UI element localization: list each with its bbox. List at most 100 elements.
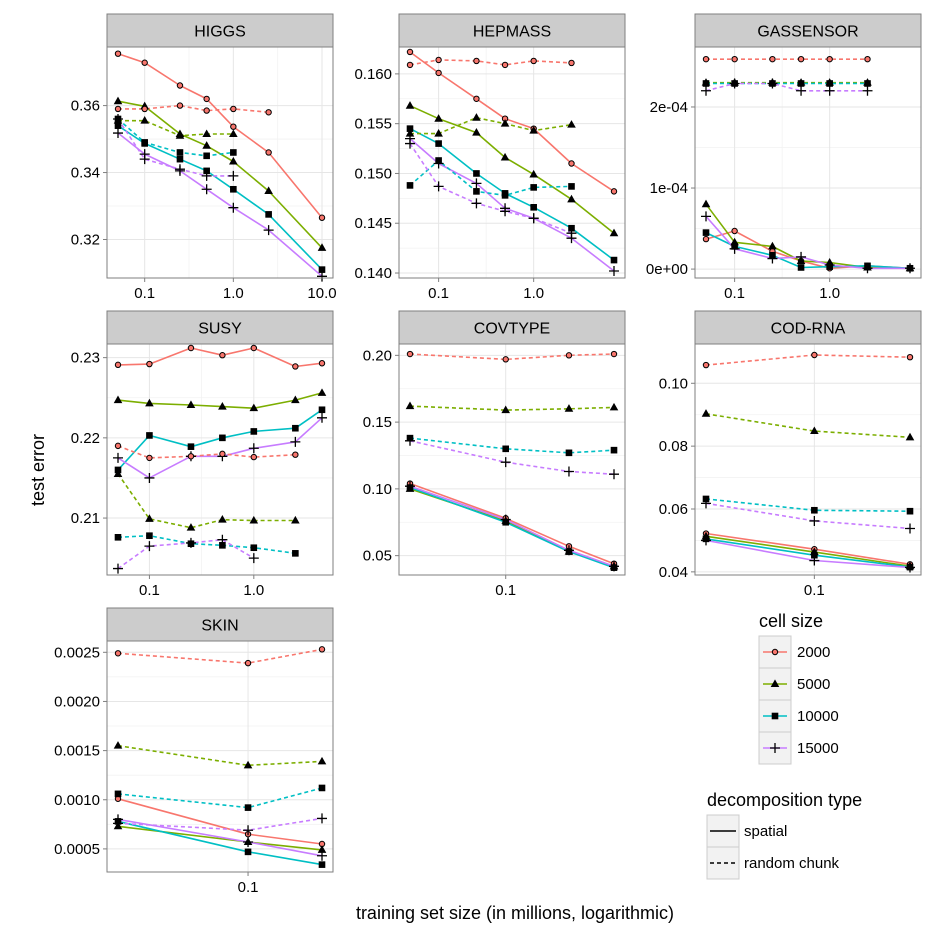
data-point-10000 (435, 157, 442, 164)
data-point-5000 (529, 169, 538, 178)
data-point-5000 (218, 401, 227, 410)
data-point-5000 (229, 156, 238, 165)
data-point-15000 (217, 534, 228, 545)
data-point-10000 (811, 506, 818, 514)
y-tick-label: 0.20 (363, 347, 392, 364)
x-tick-label: 0.1 (134, 285, 155, 302)
data-point-5000 (567, 120, 576, 128)
data-point-15000 (528, 213, 539, 224)
data-point-2000 (906, 354, 914, 361)
x-tick-label: 1.0 (819, 285, 840, 302)
data-point-15000 (290, 436, 301, 447)
data-point-5000 (113, 741, 123, 749)
data-point-5000 (243, 760, 253, 769)
series-points (113, 50, 327, 282)
data-point-15000 (729, 243, 740, 254)
data-point-15000 (500, 206, 511, 217)
data-point-15000 (144, 472, 155, 483)
series-line-10000-random-chunk (409, 159, 572, 197)
data-point-5000 (500, 152, 510, 161)
data-point-2000 (435, 69, 442, 77)
y-tick-label: 0e+00 (646, 261, 688, 278)
series-line-2000-random-chunk (118, 104, 269, 114)
data-point-2000 (203, 95, 210, 103)
legend: cell size 2000 5000 10000 15000 decompositi… (706, 611, 862, 880)
panel-strip (694, 310, 922, 345)
panel-strip (694, 13, 922, 48)
data-point-5000 (175, 131, 185, 139)
data-point-2000 (702, 55, 710, 63)
data-point-15000 (729, 78, 740, 89)
y-tick-label: 0.08 (659, 438, 688, 455)
panel-title: HIGGS (194, 24, 246, 41)
data-point-10000 (292, 424, 299, 432)
y-tick-label: 0.0005 (54, 841, 100, 858)
decomposition-legend-title: decomposition type (707, 790, 862, 810)
series-line-5000-random-chunk (117, 473, 296, 529)
legend-key-marker (771, 648, 779, 656)
y-tick-label: 0.0010 (54, 792, 100, 809)
data-point-10000 (826, 80, 833, 87)
data-point-2000 (610, 350, 618, 358)
panel-skin: SKIN 0.1 0.0005 0.0010 0.0015 0.0020 0.0025 (54, 607, 334, 896)
data-point-2000 (501, 61, 509, 69)
data-point-15000 (433, 181, 444, 192)
data-point-5000 (317, 388, 327, 396)
y-tick-label: 0.15 (363, 414, 392, 431)
y-tick-label: 0.36 (71, 98, 100, 115)
data-point-5000 (202, 129, 211, 138)
x-tick-label: 0.1 (238, 879, 259, 896)
y-tick-label: 0.32 (71, 232, 100, 249)
data-point-5000 (140, 116, 149, 124)
data-point-2000 (244, 659, 252, 667)
data-point-10000 (530, 204, 537, 211)
y-tick-label: 0.0020 (54, 693, 100, 710)
data-point-15000 (862, 263, 873, 274)
series-line-15000-random-chunk (409, 440, 615, 475)
series-line-10000-random-chunk (117, 534, 296, 555)
data-point-5000 (202, 141, 211, 149)
data-point-5000 (434, 114, 443, 122)
data-point-10000 (864, 80, 871, 87)
data-point-2000 (265, 149, 272, 156)
series-points (113, 344, 327, 574)
panel-title: SUSY (198, 321, 242, 338)
data-point-2000 (565, 352, 573, 359)
y-tick-label: 0.150 (354, 165, 392, 182)
series-line-2000-random-chunk (117, 445, 296, 459)
panel-hepmass: HEPMASS 0.1 1.0 0.140 0.145 0.150 0.155 0.160 (354, 13, 626, 302)
data-point-2000 (146, 360, 153, 368)
data-point-2000 (811, 351, 818, 359)
data-point-10000 (435, 140, 442, 147)
panel-strip (398, 13, 626, 48)
plot-area (107, 47, 333, 278)
data-point-15000 (809, 555, 820, 566)
data-point-2000 (318, 214, 326, 221)
data-point-2000 (702, 235, 710, 243)
data-point-15000 (563, 466, 574, 477)
data-point-5000 (186, 523, 196, 531)
legend-label: random chunk (744, 855, 840, 872)
data-point-10000 (146, 532, 153, 539)
data-point-15000 (228, 202, 239, 213)
cell-size-legend-title: cell size (759, 611, 823, 631)
data-point-2000 (406, 61, 414, 69)
data-point-2000 (435, 56, 442, 64)
data-point-15000 (243, 825, 254, 836)
data-point-10000 (230, 185, 237, 193)
legend-key-marker (771, 712, 779, 720)
data-point-10000 (502, 445, 510, 453)
data-point-5000 (249, 403, 259, 412)
data-point-2000 (530, 57, 537, 65)
data-point-10000 (797, 80, 805, 87)
series-line-5000-random-chunk (705, 413, 911, 439)
data-point-15000 (113, 113, 123, 124)
data-point-2000 (250, 453, 258, 461)
data-point-5000 (564, 404, 574, 412)
data-point-15000 (767, 253, 778, 264)
data-point-2000 (318, 646, 326, 653)
series-line-15000-random-chunk (705, 502, 911, 530)
data-point-10000 (530, 184, 537, 191)
data-point-15000 (609, 266, 619, 277)
x-tick-label: 0.1 (804, 582, 825, 599)
